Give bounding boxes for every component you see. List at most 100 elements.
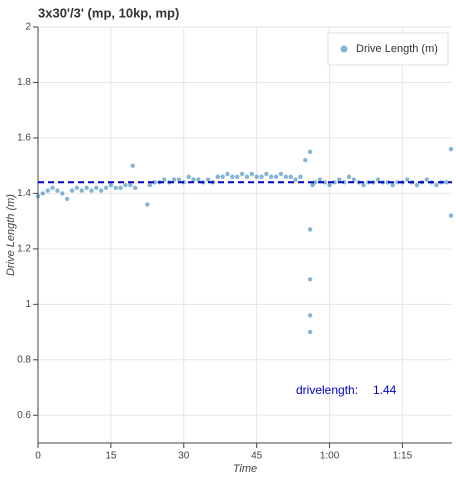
- data-point: [278, 171, 284, 177]
- data-point: [307, 227, 313, 232]
- data-point: [303, 157, 308, 163]
- data-point: [405, 177, 410, 182]
- data-point: [186, 174, 191, 179]
- data-point: [147, 182, 152, 188]
- annotation-value: 1.44: [373, 383, 397, 397]
- data-point: [171, 177, 177, 182]
- data-point: [196, 177, 201, 182]
- y-tick-label: 1: [25, 299, 31, 310]
- data-point: [322, 180, 327, 185]
- data-point: [235, 174, 240, 179]
- data-point: [113, 185, 118, 191]
- data-point: [434, 182, 439, 188]
- data-point: [64, 196, 70, 202]
- data-point: [145, 202, 150, 207]
- data-point: [254, 174, 259, 179]
- data-point: [55, 188, 60, 193]
- data-point: [259, 174, 264, 179]
- x-tick-label: 1:15: [393, 451, 413, 462]
- data-point: [176, 177, 182, 182]
- data-point: [205, 177, 211, 182]
- data-point: [45, 188, 50, 193]
- y-tick-label: 1.4: [17, 188, 31, 199]
- data-point: [128, 182, 133, 188]
- chart-title: 3x30'/3' (mp, 10kp, mp): [38, 5, 179, 20]
- data-point: [307, 329, 313, 335]
- annotation-label: drivelength:: [296, 383, 358, 397]
- data-point: [424, 177, 429, 182]
- data-point: [375, 177, 381, 182]
- data-point: [132, 185, 138, 191]
- data-point: [312, 180, 318, 185]
- x-tick-label: 1:00: [320, 451, 340, 462]
- data-point: [307, 277, 313, 282]
- data-point: [317, 177, 323, 182]
- data-point: [89, 188, 94, 193]
- data-point: [35, 193, 41, 199]
- data-point: [108, 182, 114, 188]
- y-tick-label: 2: [25, 22, 31, 33]
- data-point: [269, 174, 274, 179]
- x-tick-label: 30: [178, 451, 190, 462]
- legend-label: Drive Length (m): [356, 43, 438, 55]
- data-point: [443, 180, 449, 185]
- data-point: [448, 146, 454, 152]
- data-point: [103, 185, 109, 191]
- data-point: [162, 177, 167, 182]
- y-tick-label: 1.8: [17, 77, 31, 88]
- data-point: [94, 185, 99, 191]
- data-point: [69, 188, 75, 193]
- data-point: [239, 171, 245, 177]
- x-axis-label: Time: [233, 463, 257, 475]
- data-point: [249, 171, 255, 177]
- data-point: [84, 185, 89, 191]
- data-point: [225, 171, 230, 177]
- data-point: [40, 191, 46, 196]
- y-tick-label: 0.8: [17, 354, 31, 365]
- data-point: [361, 182, 366, 188]
- legend-marker: [340, 45, 348, 53]
- x-tick-label: 45: [251, 451, 263, 462]
- data-point: [118, 185, 123, 191]
- data-point: [215, 174, 220, 179]
- data-point: [346, 174, 352, 179]
- data-point: [332, 180, 337, 185]
- data-point: [50, 185, 55, 191]
- data-point: [307, 313, 313, 318]
- data-point: [395, 180, 400, 185]
- x-tick-label: 15: [105, 451, 117, 462]
- data-point: [230, 174, 235, 179]
- data-point: [273, 174, 279, 179]
- data-point: [341, 180, 347, 185]
- data-point: [414, 182, 420, 188]
- data-point: [298, 174, 303, 179]
- data-point: [152, 180, 157, 185]
- y-tick-label: 1.6: [17, 133, 31, 144]
- legend-box: [327, 32, 449, 66]
- y-tick-label: 0.6: [17, 410, 31, 421]
- y-tick-label: 1.2: [17, 244, 31, 255]
- data-point: [307, 149, 313, 154]
- data-point: [220, 174, 225, 179]
- data-point: [390, 182, 395, 188]
- data-point: [60, 191, 65, 196]
- data-point: [74, 185, 80, 191]
- data-point: [293, 177, 298, 182]
- y-axis-label: Drive Length (m): [5, 194, 17, 276]
- data-point: [130, 163, 135, 168]
- data-point: [288, 174, 293, 179]
- data-point: [98, 188, 104, 193]
- x-tick-label: 0: [35, 451, 41, 462]
- data-point: [385, 180, 391, 185]
- data-point: [264, 171, 269, 177]
- data-point: [448, 213, 454, 218]
- data-point: [123, 182, 128, 188]
- data-point: [244, 174, 250, 179]
- data-point: [283, 174, 289, 179]
- data-point: [79, 188, 84, 193]
- data-point: [337, 177, 342, 182]
- data-point: [191, 177, 196, 182]
- data-point: [327, 182, 332, 188]
- data-point: [351, 177, 357, 182]
